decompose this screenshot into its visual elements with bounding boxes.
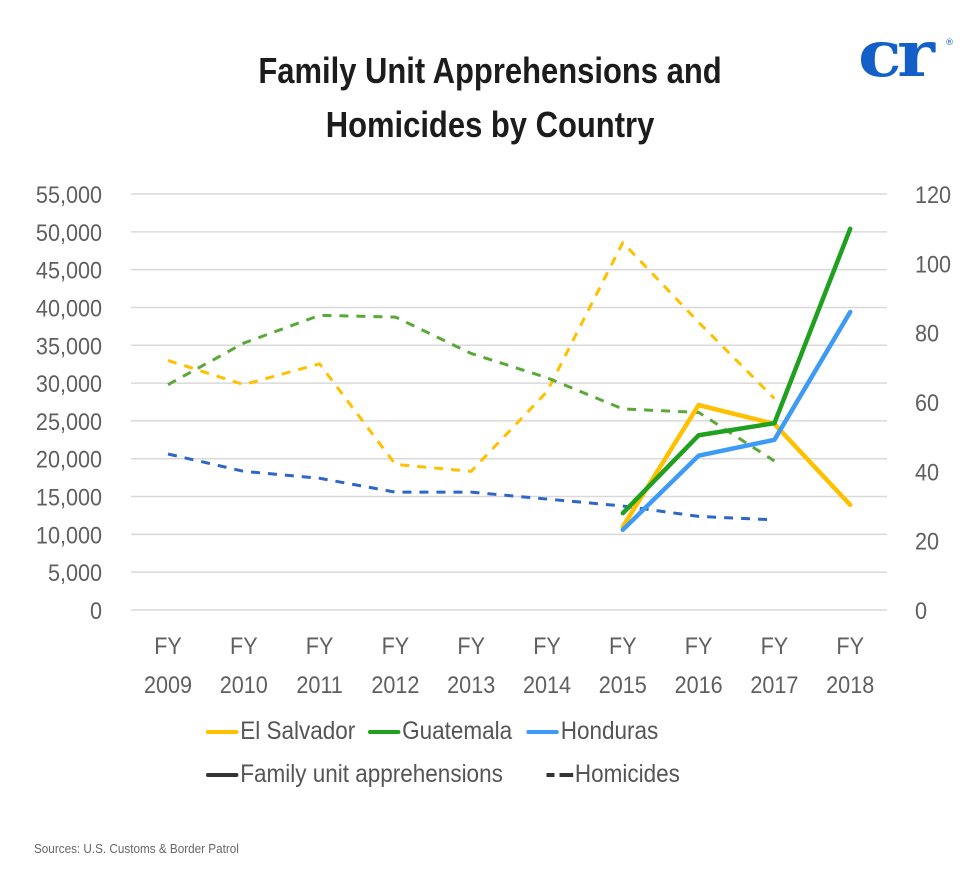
legend-label: Guatemala — [402, 717, 513, 745]
legend-item-honduras: Honduras — [526, 717, 659, 746]
legend-item-el-salvador: El Salvador — [206, 717, 355, 746]
legend-swatch — [367, 729, 401, 734]
x-axis-tick-label: FY — [306, 632, 334, 659]
x-axis-tick-label: 2009 — [144, 671, 192, 698]
left-axis-ticks: 0 5,000 10,000 15,000 20,000 25,000 30,000 35,0… — [36, 181, 102, 624]
x-axis-tick-label: FY — [761, 632, 789, 659]
legend-swatch — [540, 772, 574, 777]
left-axis-tick-label: 5,000 — [48, 559, 102, 586]
right-axis-tick-label: 60 — [915, 389, 939, 416]
legend-label: Family unit apprehensions — [240, 760, 503, 788]
legend-label: El Salvador — [240, 717, 356, 745]
left-axis-tick-label: 20,000 — [36, 446, 102, 473]
legend-countries: El Salvador Guatemala Honduras — [206, 717, 673, 746]
left-axis-tick-label: 40,000 — [36, 294, 102, 321]
gridlines — [131, 193, 887, 611]
legend-styles: Family unit apprehensions Homicides — [206, 760, 694, 789]
left-axis-tick-label: 35,000 — [36, 332, 102, 359]
guatemala-apprehensions-line — [620, 226, 853, 516]
right-axis-tick-label: 20 — [915, 528, 939, 555]
guatemala-homicides-line — [167, 313, 776, 463]
chart-title-line-2: Homicides by Country — [325, 104, 655, 145]
x-axis-tick-label: FY — [609, 632, 637, 659]
honduras-homicides-line — [167, 452, 775, 522]
legend-item-guatemala: Guatemala — [367, 717, 513, 746]
x-axis-tick-label: 2013 — [447, 671, 495, 698]
x-axis-ticks: FY 2009 FY 2010 FY 2011 FY 2012 FY 2013 FY 2014 FY 20… — [144, 632, 874, 698]
left-axis-tick-label: 55,000 — [36, 181, 102, 208]
right-axis-ticks: 0 20 40 60 80 100 120 — [915, 181, 951, 624]
x-axis-tick-label: FY — [533, 632, 561, 659]
legend-swatch — [206, 729, 239, 734]
left-axis-tick-label: 25,000 — [36, 408, 102, 435]
el-salvador-apprehensions-line — [620, 402, 853, 530]
x-axis-tick-label: FY — [154, 632, 182, 659]
legend-item-family-unit-apprehensions: Family unit apprehensions — [206, 760, 503, 789]
legend-item-homicides: Homicides — [540, 760, 680, 789]
right-axis-tick-label: 80 — [915, 320, 939, 347]
x-axis-tick-label: 2015 — [599, 671, 647, 698]
source-note: Sources: U.S. Customs & Border Patrol — [34, 841, 239, 856]
x-axis-tick-label: FY — [457, 632, 485, 659]
x-axis-tick-label: 2017 — [750, 671, 798, 698]
right-axis-tick-label: 40 — [915, 458, 939, 485]
chart-title: Family Unit Apprehensions and Homicides … — [69, 44, 912, 152]
x-axis-tick-label: FY — [230, 632, 258, 659]
x-axis-tick-label: 2016 — [675, 671, 723, 698]
legend-label: Homicides — [574, 760, 680, 788]
x-axis-tick-label: FY — [685, 632, 713, 659]
right-axis-tick-label: 120 — [915, 181, 951, 208]
x-axis-tick-label: 2011 — [296, 671, 342, 698]
x-axis-tick-label: 2010 — [220, 671, 268, 698]
x-axis-tick-label: FY — [836, 632, 864, 659]
legend-swatch — [206, 772, 239, 777]
left-axis-tick-label: 10,000 — [36, 521, 102, 548]
left-axis-tick-label: 30,000 — [36, 370, 102, 397]
right-axis-tick-label: 100 — [915, 250, 951, 277]
legend-label: Honduras — [560, 717, 659, 745]
right-axis-tick-label: 0 — [915, 597, 927, 624]
left-axis-tick-label: 15,000 — [36, 483, 102, 510]
x-axis-tick-label: 2014 — [523, 671, 571, 698]
registered-mark-icon: ® — [945, 38, 954, 48]
left-axis-tick-label: 0 — [90, 597, 102, 624]
left-axis-tick-label: 50,000 — [36, 219, 102, 246]
x-axis-tick-label: 2018 — [826, 671, 874, 698]
cr-logo: cr — [858, 17, 935, 92]
el-salvador-homicides-line — [167, 241, 776, 473]
legend-swatch — [526, 729, 559, 734]
x-axis-tick-label: FY — [382, 632, 410, 659]
left-axis-tick-label: 45,000 — [36, 257, 102, 284]
honduras-apprehensions-line — [620, 309, 853, 533]
x-axis-tick-label: 2012 — [371, 671, 419, 698]
chart-title-line-1: Family Unit Apprehensions and — [258, 50, 722, 91]
series-lines — [167, 226, 853, 533]
